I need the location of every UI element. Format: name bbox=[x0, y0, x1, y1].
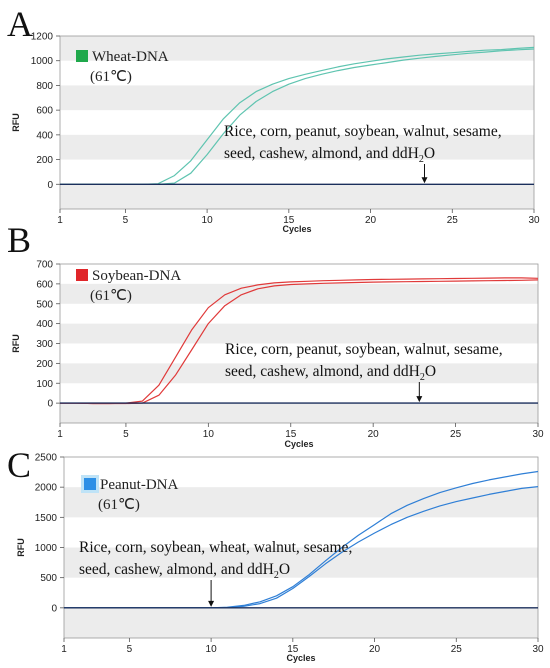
legend-label: Peanut-DNA bbox=[100, 477, 178, 493]
annotation-line-1: Rice, corn, peanut, soybean, walnut, ses… bbox=[225, 341, 503, 358]
annotation-subscript: 2 bbox=[420, 372, 425, 383]
x-tick-label: 15 bbox=[287, 644, 299, 655]
panel-label: B bbox=[7, 220, 31, 260]
y-tick-label: 500 bbox=[36, 299, 53, 310]
y-tick-label: 600 bbox=[36, 106, 53, 117]
y-tick-label: 0 bbox=[47, 180, 53, 191]
x-tick-label: 5 bbox=[123, 215, 129, 226]
x-tick-label: 25 bbox=[451, 644, 463, 655]
x-tick-label: 5 bbox=[123, 429, 129, 440]
amplification-curve-1 bbox=[60, 277, 539, 405]
annotation-text: seed, cashew, almond, and ddH bbox=[225, 363, 420, 380]
annotation-arrow-head bbox=[208, 600, 215, 607]
grid-band bbox=[64, 547, 538, 578]
y-tick-label: 1000 bbox=[35, 543, 58, 554]
y-tick-label: 200 bbox=[36, 155, 53, 166]
annotation-text: seed, cashew, almond, and ddH bbox=[79, 561, 274, 578]
panel-label: A bbox=[7, 4, 33, 44]
y-tick-label: 700 bbox=[36, 260, 53, 271]
x-tick-label: 25 bbox=[447, 215, 459, 226]
y-tick-label: 200 bbox=[36, 359, 53, 370]
x-axis-title: Cycles bbox=[282, 224, 311, 234]
y-tick-label: 1000 bbox=[31, 56, 54, 67]
y-tick-label: 600 bbox=[36, 279, 53, 290]
x-tick-label: 10 bbox=[202, 215, 214, 226]
legend-swatch bbox=[76, 50, 88, 62]
amplification-curve-1 bbox=[60, 46, 535, 185]
annotation-text-end: O bbox=[425, 363, 436, 380]
annotation-line-1: Rice, corn, soybean, wheat, walnut, sesa… bbox=[79, 539, 352, 556]
y-tick-label: 0 bbox=[47, 399, 53, 410]
annotation-text-end: O bbox=[279, 561, 290, 578]
x-axis-title: Cycles bbox=[286, 653, 315, 663]
y-axis-title: RFU bbox=[11, 113, 21, 132]
grid-band bbox=[64, 487, 538, 518]
y-tick-label: 800 bbox=[36, 81, 53, 92]
annotation-line-1: Rice, corn, peanut, soybean, walnut, ses… bbox=[224, 123, 502, 140]
annotation-line-2: seed, cashew, almond, and ddH2O bbox=[225, 363, 436, 383]
x-tick-label: 25 bbox=[450, 429, 462, 440]
grid-band bbox=[60, 184, 534, 209]
y-tick-label: 400 bbox=[36, 319, 53, 330]
grid-band bbox=[60, 134, 534, 160]
legend-label: Soybean-DNA bbox=[92, 268, 181, 284]
y-tick-label: 2500 bbox=[35, 453, 58, 464]
annotation-arrow-head bbox=[421, 177, 428, 184]
y-tick-label: 500 bbox=[40, 573, 57, 584]
x-tick-label: 30 bbox=[532, 429, 544, 440]
y-tick-label: 2000 bbox=[35, 483, 58, 494]
annotation-line-2: seed, cashew, almond, and ddH2O bbox=[79, 561, 290, 581]
legend-swatch bbox=[84, 478, 96, 490]
panel-label: C bbox=[7, 445, 31, 485]
annotation-subscript: 2 bbox=[274, 570, 279, 581]
annotation-subscript: 2 bbox=[419, 154, 424, 165]
annotation-arrow-head bbox=[416, 396, 423, 403]
y-axis-title: RFU bbox=[11, 334, 21, 353]
plot-frame bbox=[59, 35, 535, 210]
x-tick-label: 30 bbox=[528, 215, 540, 226]
annotation-text: seed, cashew, almond, and ddH bbox=[224, 145, 419, 162]
legend-condition: (61℃) bbox=[98, 497, 140, 513]
legend-condition: (61℃) bbox=[90, 69, 132, 85]
grid-band bbox=[64, 607, 538, 638]
x-tick-label: 1 bbox=[61, 644, 67, 655]
y-tick-label: 1500 bbox=[35, 513, 58, 524]
x-tick-label: 20 bbox=[368, 429, 380, 440]
x-tick-label: 10 bbox=[203, 429, 215, 440]
legend-label: Wheat-DNA bbox=[92, 49, 169, 65]
grid-band bbox=[60, 85, 534, 111]
x-tick-label: 20 bbox=[369, 644, 381, 655]
x-tick-label: 20 bbox=[365, 215, 377, 226]
y-tick-label: 0 bbox=[51, 603, 57, 614]
legend-swatch bbox=[76, 269, 88, 281]
y-tick-label: 100 bbox=[36, 379, 53, 390]
annotation-line-2: seed, cashew, almond, and ddH2O bbox=[224, 145, 435, 165]
x-tick-label: 1 bbox=[57, 215, 63, 226]
x-tick-label: 15 bbox=[285, 429, 297, 440]
x-tick-label: 10 bbox=[206, 644, 218, 655]
y-tick-label: 1200 bbox=[31, 32, 54, 43]
legend-condition: (61℃) bbox=[90, 288, 132, 304]
x-tick-label: 5 bbox=[127, 644, 133, 655]
x-tick-label: 30 bbox=[532, 644, 544, 655]
grid-band bbox=[60, 323, 538, 344]
y-tick-label: 300 bbox=[36, 339, 53, 350]
x-tick-label: 15 bbox=[283, 215, 295, 226]
annotation-text-end: O bbox=[424, 145, 435, 162]
y-tick-label: 400 bbox=[36, 130, 53, 141]
grid-band bbox=[60, 283, 538, 304]
grid-band bbox=[60, 36, 534, 61]
x-tick-label: 1 bbox=[57, 429, 63, 440]
y-axis-title: RFU bbox=[16, 538, 26, 557]
x-axis-title: Cycles bbox=[284, 439, 313, 449]
grid-band bbox=[60, 403, 538, 423]
